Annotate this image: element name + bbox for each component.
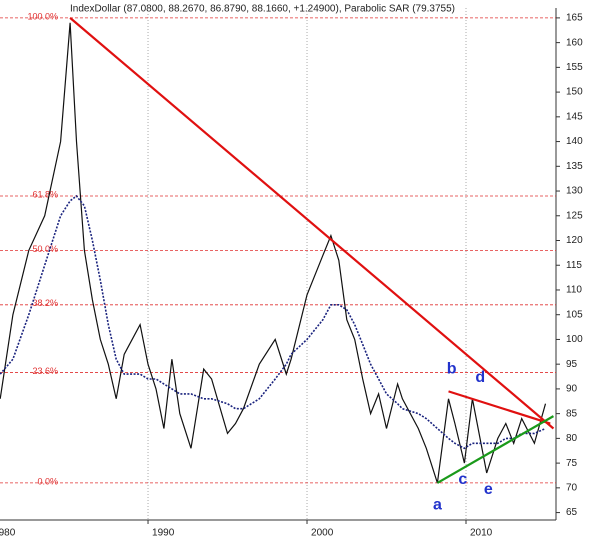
x-tick-label: 1980	[0, 528, 16, 539]
annotation: c	[458, 471, 467, 488]
fib-label: 0.0%	[37, 476, 58, 486]
trendline	[69, 17, 555, 430]
y-tick-label: 85	[566, 408, 578, 419]
fib-label: 23.6%	[32, 366, 58, 376]
trendline	[436, 415, 555, 484]
y-tick-label: 155	[566, 62, 583, 73]
fib-label: 50.0%	[32, 244, 58, 254]
fib-label: 38.2%	[32, 298, 58, 308]
y-tick-label: 165	[566, 13, 583, 24]
fib-label: 100.0%	[27, 11, 58, 21]
y-tick-label: 140	[566, 136, 583, 147]
y-tick-label: 80	[566, 433, 578, 444]
fib-label: 61.8%	[32, 189, 58, 199]
chart-title: IndexDollar (87.0800, 88.2670, 86.8790, …	[70, 4, 455, 15]
y-tick-label: 90	[566, 384, 578, 395]
y-tick-label: 150	[566, 87, 583, 98]
y-tick-label: 145	[566, 111, 583, 122]
trendline	[448, 390, 551, 425]
y-tick-label: 100	[566, 334, 583, 345]
annotation: a	[433, 496, 442, 513]
annotation: b	[447, 360, 457, 377]
annotation: e	[484, 481, 493, 498]
y-tick-label: 75	[566, 458, 578, 469]
y-tick-label: 105	[566, 309, 583, 320]
y-tick-label: 70	[566, 482, 578, 493]
y-tick-label: 135	[566, 161, 583, 172]
y-tick-label: 95	[566, 359, 578, 370]
series-line	[0, 194, 546, 450]
y-tick-label: 160	[566, 37, 583, 48]
y-tick-label: 115	[566, 260, 582, 271]
y-tick-label: 130	[566, 186, 583, 197]
annotation: d	[475, 369, 485, 386]
y-tick-label: 65	[566, 507, 578, 518]
x-tick-label: 1990	[152, 528, 175, 539]
y-tick-label: 120	[566, 235, 583, 246]
y-tick-label: 125	[566, 210, 583, 221]
y-tick-label: 110	[566, 285, 582, 296]
x-tick-label: 2000	[311, 528, 334, 539]
x-tick-label: 2010	[470, 528, 493, 539]
series-line	[0, 22, 547, 484]
